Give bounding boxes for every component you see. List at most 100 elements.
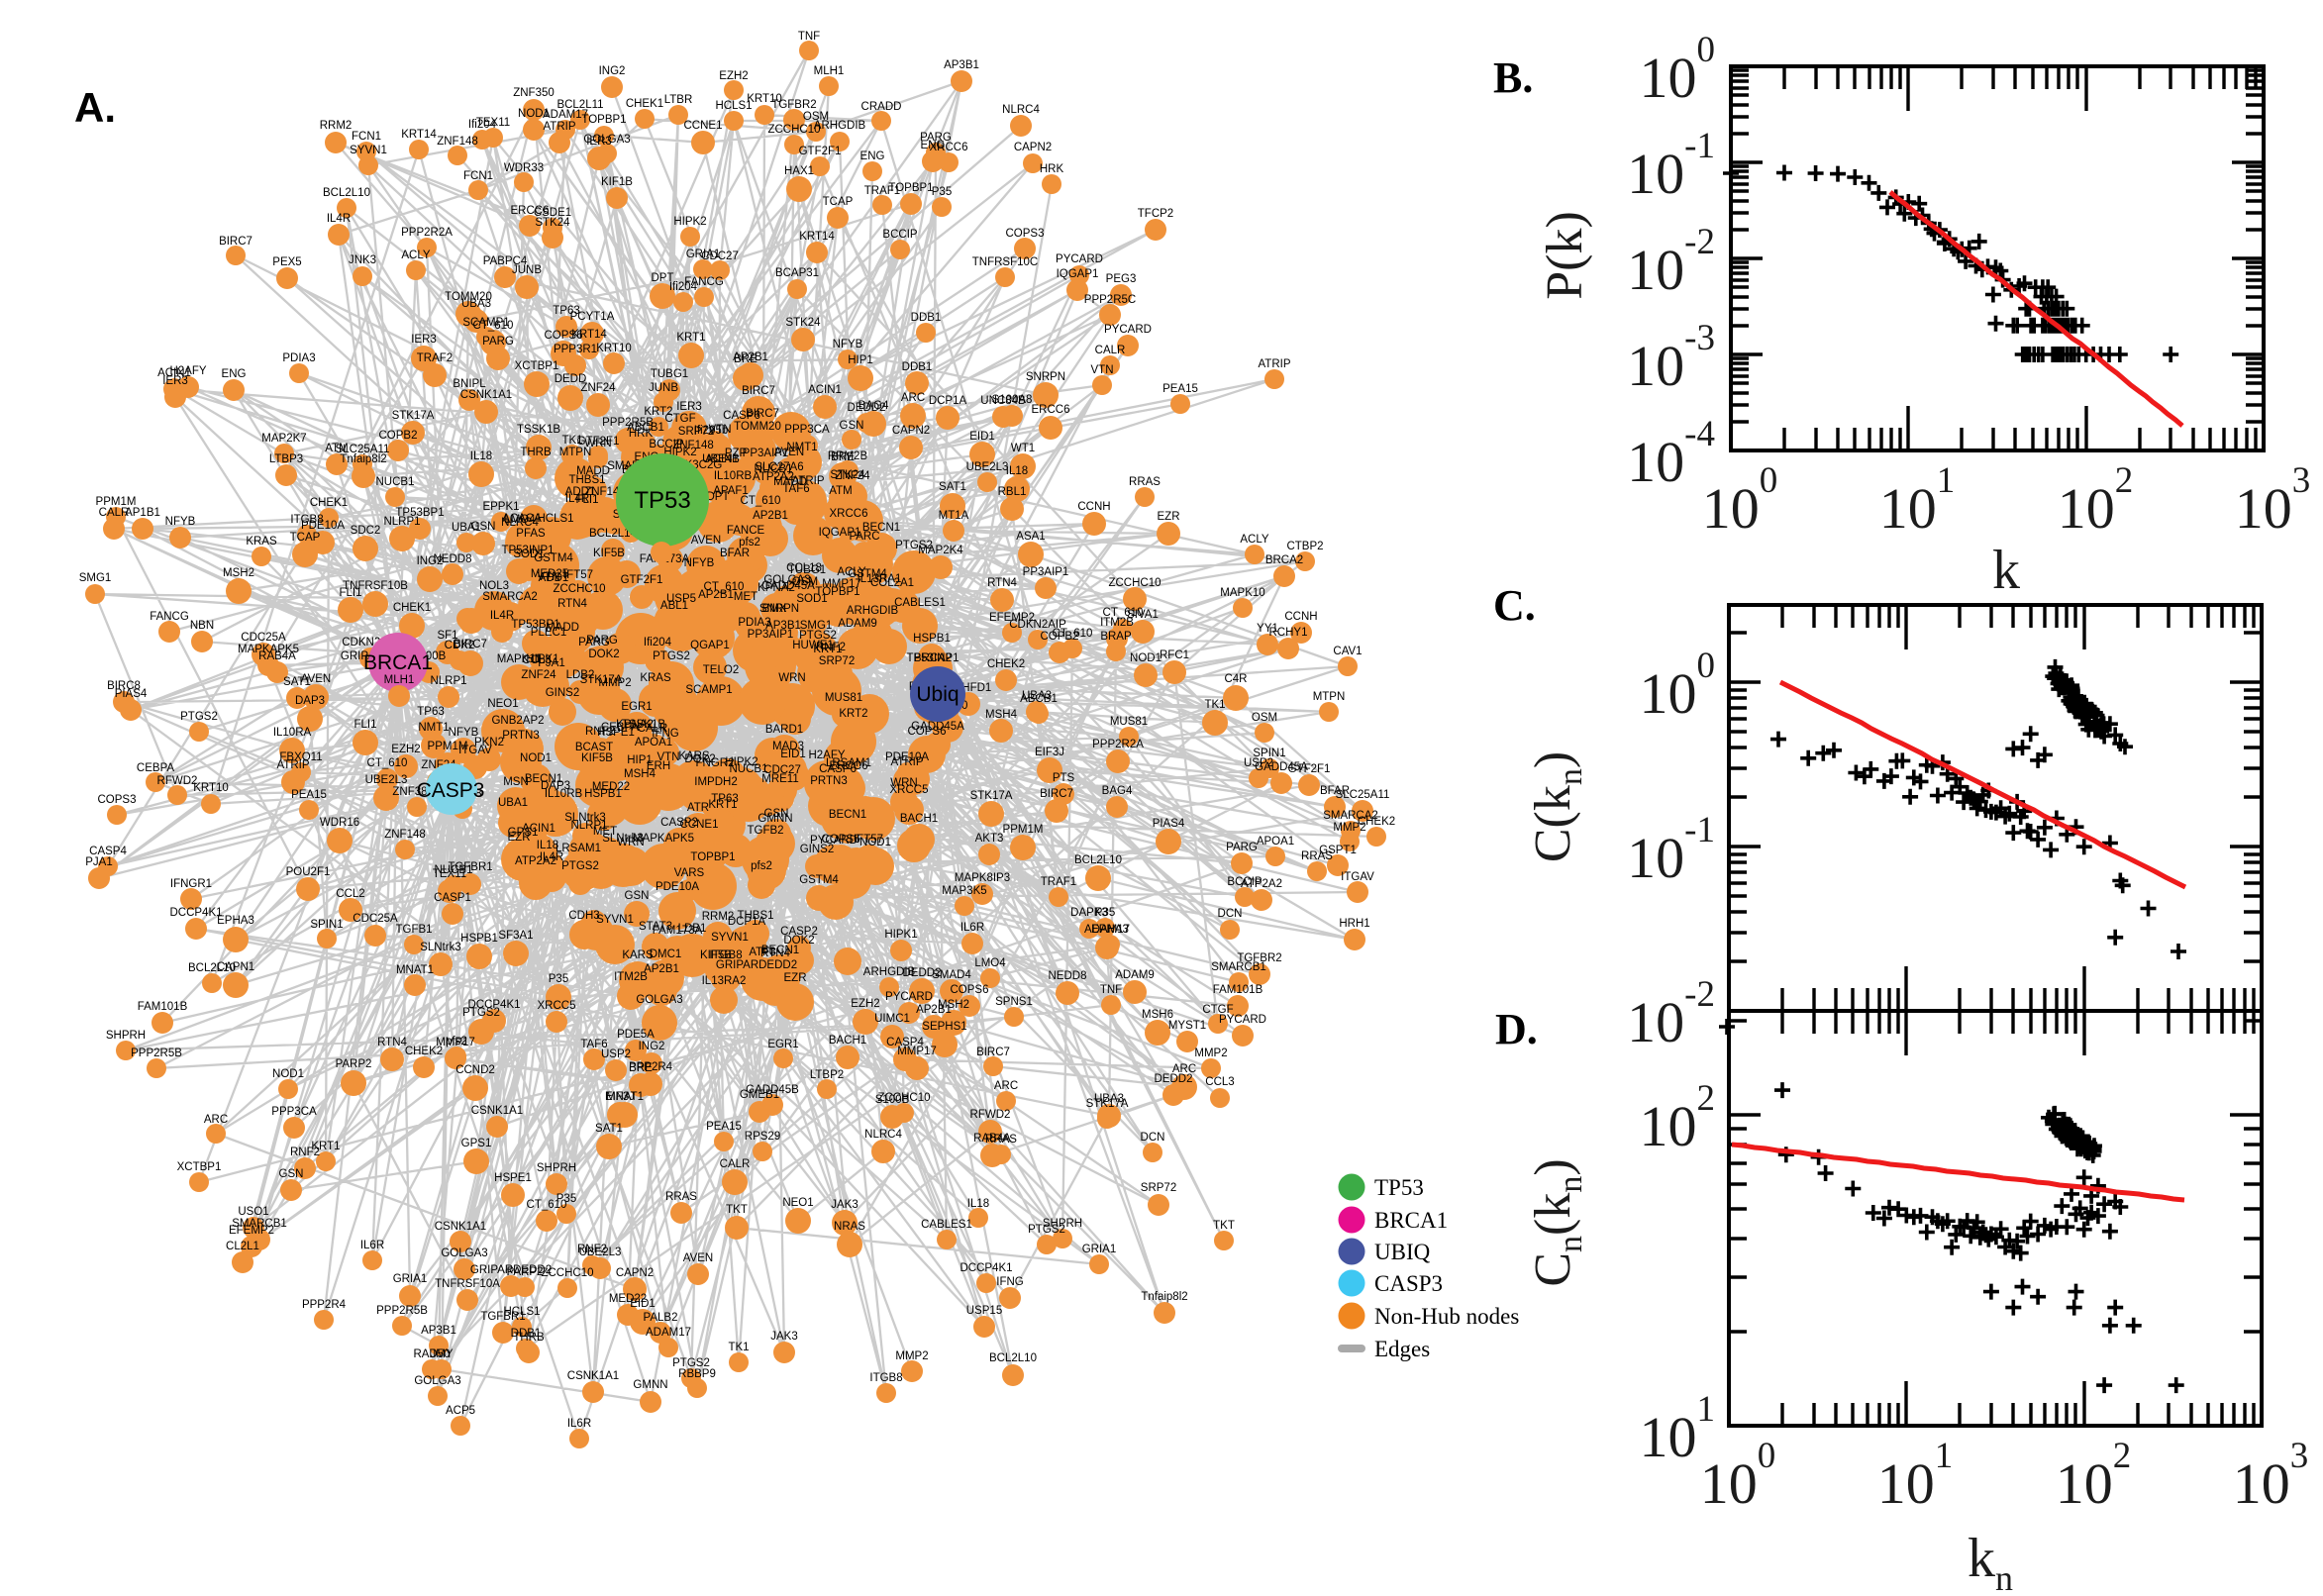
svg-text:CASP4: CASP4: [886, 1037, 924, 1048]
svg-text:ATRIP: ATRIP: [890, 756, 923, 768]
svg-text:KRT10: KRT10: [596, 343, 632, 354]
svg-text:EGR1: EGR1: [621, 701, 652, 713]
svg-text:PARG: PARG: [586, 635, 618, 647]
svg-text:TP53: TP53: [1374, 1175, 1424, 1200]
svg-text:MSH4: MSH4: [985, 709, 1018, 721]
svg-text:MSH2: MSH2: [223, 567, 254, 579]
svg-text:SPIN1: SPIN1: [310, 919, 343, 931]
svg-text:SLNtrk3: SLNtrk3: [564, 812, 606, 824]
svg-text:PKN2: PKN2: [474, 737, 504, 748]
svg-text:DMC1: DMC1: [650, 948, 682, 960]
svg-text:CEBPA: CEBPA: [601, 722, 639, 734]
svg-text:CCL18: CCL18: [786, 562, 822, 574]
svg-text:NFYB: NFYB: [449, 727, 479, 739]
svg-text:PP3AIP1: PP3AIP1: [743, 448, 789, 459]
svg-text:TEX11: TEX11: [433, 868, 466, 880]
svg-text:GINS2: GINS2: [546, 687, 580, 699]
svg-text:LTBR: LTBR: [664, 94, 693, 106]
svg-text:TAF6: TAF6: [782, 483, 809, 495]
svg-text:IFT57: IFT57: [563, 569, 593, 581]
svg-text:BIRC7: BIRC7: [219, 236, 252, 248]
svg-text:MADD: MADD: [576, 465, 610, 477]
svg-text:BCL2L10: BCL2L10: [323, 187, 370, 199]
svg-text:NEO1: NEO1: [782, 1197, 813, 1209]
svg-text:MED22: MED22: [592, 781, 630, 793]
svg-text:MSH2: MSH2: [938, 999, 969, 1011]
svg-text:LTBP2: LTBP2: [810, 1069, 844, 1081]
svg-text:FANCG: FANCG: [684, 276, 724, 288]
svg-text:TOPBP1: TOPBP1: [888, 182, 933, 194]
svg-text:H2AFY: H2AFY: [169, 365, 206, 377]
svg-text:PEA15: PEA15: [291, 789, 327, 801]
svg-text:SYVN1: SYVN1: [596, 914, 634, 926]
svg-text:EGR1: EGR1: [767, 1039, 798, 1050]
svg-text:TP53: TP53: [634, 487, 690, 514]
svg-text:TP63: TP63: [553, 305, 580, 317]
svg-text:PPP3CA: PPP3CA: [784, 424, 830, 436]
svg-text:BCAST: BCAST: [575, 742, 613, 753]
svg-text:SMARCA2: SMARCA2: [1323, 810, 1378, 822]
svg-text:CT_610: CT_610: [741, 495, 781, 507]
svg-text:NEO1: NEO1: [487, 698, 518, 710]
svg-text:GSTM4: GSTM4: [848, 568, 887, 580]
svg-text:CSNK1A1: CSNK1A1: [435, 1221, 486, 1233]
svg-text:ERCC6: ERCC6: [1032, 404, 1070, 416]
svg-text:NUCB1: NUCB1: [376, 476, 415, 488]
svg-text:MADD: MADD: [773, 476, 807, 488]
svg-text:PFAS: PFAS: [516, 528, 546, 540]
svg-text:CALR: CALR: [638, 723, 668, 735]
svg-text:DCCP4K1: DCCP4K1: [960, 1262, 1012, 1274]
svg-text:TFCP2: TFCP2: [1138, 208, 1173, 220]
svg-text:CASP4: CASP4: [89, 846, 127, 857]
svg-text:PYCARD: PYCARD: [885, 991, 933, 1003]
svg-text:CHEK1: CHEK1: [626, 98, 663, 110]
svg-text:TGFB1: TGFB1: [395, 924, 432, 936]
svg-text:MMP2: MMP2: [598, 677, 631, 689]
svg-text:ITGB8: ITGB8: [869, 1372, 902, 1384]
svg-text:DOK2: DOK2: [783, 935, 814, 947]
svg-text:TK1: TK1: [1204, 699, 1225, 711]
svg-text:IER3: IER3: [586, 136, 612, 148]
svg-text:STK24: STK24: [535, 217, 570, 229]
svg-text:PPM1M: PPM1M: [428, 741, 468, 752]
svg-text:ERCC6: ERCC6: [511, 205, 550, 217]
svg-text:HCLS1: HCLS1: [503, 1306, 540, 1318]
svg-text:VTN: VTN: [538, 571, 560, 583]
svg-text:NMT1: NMT1: [418, 722, 449, 734]
svg-text:HIP1: HIP1: [627, 754, 653, 766]
svg-text:IER3: IER3: [411, 334, 437, 346]
svg-text:APOA1: APOA1: [635, 737, 672, 748]
svg-text:VTN: VTN: [709, 424, 732, 436]
svg-text:DEDD2: DEDD2: [1155, 1073, 1193, 1085]
svg-text:FLI1: FLI1: [575, 494, 598, 506]
svg-text:ACP5: ACP5: [446, 1405, 475, 1417]
svg-text:BCL2L10: BCL2L10: [989, 1352, 1037, 1364]
svg-text:PPP3R1: PPP3R1: [554, 344, 597, 355]
svg-text:RFWD2: RFWD2: [157, 775, 198, 787]
svg-text:IQGAP1: IQGAP1: [1057, 268, 1099, 280]
svg-text:STK24: STK24: [830, 469, 865, 481]
svg-text:PIAS4: PIAS4: [1153, 818, 1185, 830]
svg-text:A.: A.: [74, 84, 116, 131]
svg-text:IL10RA: IL10RA: [273, 727, 312, 739]
svg-text:PDIA3: PDIA3: [282, 352, 315, 364]
svg-text:CEBPA: CEBPA: [137, 762, 174, 774]
svg-text:AKT3: AKT3: [975, 833, 1004, 845]
svg-text:ZNF24: ZNF24: [580, 382, 616, 394]
svg-text:SDC2: SDC2: [351, 525, 381, 537]
svg-text:TSSK1B: TSSK1B: [622, 719, 665, 731]
svg-text:TOMM20: TOMM20: [445, 291, 492, 303]
svg-text:PPP3CA: PPP3CA: [271, 1106, 317, 1118]
svg-text:ARC: ARC: [1172, 1063, 1196, 1075]
svg-text:XRCC5: XRCC5: [890, 784, 929, 796]
svg-text:HSPE1: HSPE1: [597, 727, 635, 739]
svg-text:MLH1: MLH1: [384, 674, 415, 686]
svg-text:KRT1: KRT1: [311, 1141, 340, 1152]
svg-text:RRM2: RRM2: [702, 911, 735, 923]
svg-text:CT_610: CT_610: [367, 757, 408, 769]
svg-text:USO1: USO1: [238, 1206, 268, 1218]
svg-text:TK1: TK1: [561, 435, 582, 447]
svg-text:CCL3: CCL3: [1205, 1076, 1234, 1088]
svg-text:VARS: VARS: [674, 867, 705, 879]
svg-text:DCCP4K1: DCCP4K1: [467, 999, 520, 1011]
